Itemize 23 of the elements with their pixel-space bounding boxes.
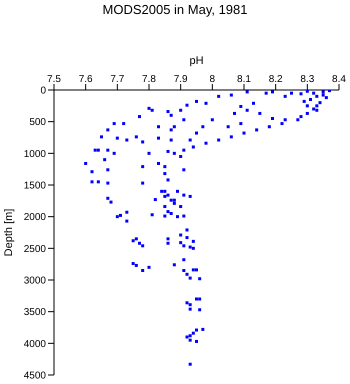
y-tick-label: 4000 xyxy=(24,338,46,350)
y-tick-label: 3500 xyxy=(24,307,46,318)
x-tick-label: 7.9 xyxy=(174,74,188,85)
y-tick-label: 2500 xyxy=(24,244,46,255)
x-tick-label: 8.1 xyxy=(237,74,252,85)
y-tick-label: 0 xyxy=(40,86,46,97)
y-tick-label: 3000 xyxy=(24,276,46,287)
x-tick-label: 8 xyxy=(210,74,216,85)
x-tick-label: 7.5 xyxy=(47,74,62,85)
x-tick-label: 7.8 xyxy=(142,74,156,85)
chart-title: MODS2005 in May, 1981 xyxy=(102,2,248,17)
x-axis-title: pH xyxy=(189,55,204,67)
y-tick-label: 1000 xyxy=(24,148,46,160)
x-tick-label: 8.2 xyxy=(268,74,284,85)
x-tick-label: 8.3 xyxy=(300,74,315,85)
x-tick-label: 8.4 xyxy=(332,74,346,85)
x-tick-label: 7.6 xyxy=(78,74,94,85)
y-tick-label: 4500 xyxy=(24,370,46,382)
y-tick-label: 500 xyxy=(29,117,46,128)
y-tick-label: 1500 xyxy=(24,180,46,192)
x-tick-label: 7.7 xyxy=(110,74,125,85)
y-axis-title: Depth [m] xyxy=(2,208,15,256)
y-tick-label: 2000 xyxy=(24,212,46,224)
